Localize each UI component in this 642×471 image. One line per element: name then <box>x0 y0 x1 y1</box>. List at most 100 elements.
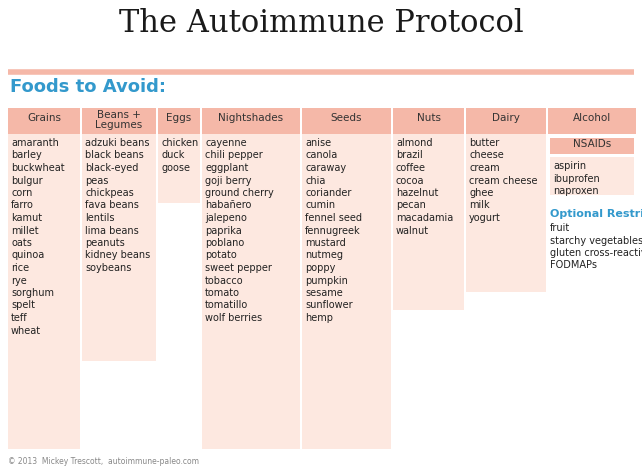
Bar <box>302 108 391 134</box>
Text: cream: cream <box>469 163 499 173</box>
Text: walnut: walnut <box>396 226 429 236</box>
Text: bulgur: bulgur <box>11 176 42 186</box>
Text: teff: teff <box>11 313 28 323</box>
Bar <box>158 108 200 134</box>
Text: nutmeg: nutmeg <box>305 251 343 260</box>
Text: tomatillo: tomatillo <box>205 300 248 310</box>
Text: tobacco: tobacco <box>205 276 243 285</box>
Text: © 2013  Mickey Trescott,  autoimmune-paleo.com: © 2013 Mickey Trescott, autoimmune-paleo… <box>8 457 199 466</box>
Text: peanuts: peanuts <box>85 238 125 248</box>
Bar <box>393 134 464 310</box>
Text: milk: milk <box>469 201 490 211</box>
Text: caraway: caraway <box>305 163 346 173</box>
Text: coriander: coriander <box>305 188 351 198</box>
Text: Seeds: Seeds <box>331 113 362 123</box>
Text: Optional Restrictions:: Optional Restrictions: <box>550 209 642 219</box>
Text: goji berry: goji berry <box>205 176 252 186</box>
Text: black-eyed: black-eyed <box>85 163 139 173</box>
Text: pecan: pecan <box>396 201 426 211</box>
Text: chickpeas: chickpeas <box>85 188 134 198</box>
Text: anise: anise <box>305 138 331 148</box>
Text: wheat: wheat <box>11 325 41 335</box>
Text: Grains: Grains <box>27 113 61 123</box>
Text: aspirin: aspirin <box>553 161 586 171</box>
Text: cumin: cumin <box>305 201 335 211</box>
Bar <box>158 134 200 203</box>
Text: paprika: paprika <box>205 226 242 236</box>
Text: cocoa: cocoa <box>396 176 424 186</box>
Text: sweet pepper: sweet pepper <box>205 263 272 273</box>
Text: millet: millet <box>11 226 39 236</box>
Text: hazelnut: hazelnut <box>396 188 438 198</box>
Text: fava beans: fava beans <box>85 201 139 211</box>
Bar <box>548 108 636 134</box>
Text: yogurt: yogurt <box>469 213 501 223</box>
Text: macadamia: macadamia <box>396 213 453 223</box>
Text: eggplant: eggplant <box>205 163 248 173</box>
Text: The Autoimmune Protocol: The Autoimmune Protocol <box>119 8 523 39</box>
Text: soybeans: soybeans <box>85 263 132 273</box>
Text: fennugreek: fennugreek <box>305 226 361 236</box>
Text: lentils: lentils <box>85 213 114 223</box>
Text: NSAIDs: NSAIDs <box>573 139 611 149</box>
Text: chili pepper: chili pepper <box>205 151 263 161</box>
Text: brazil: brazil <box>396 151 422 161</box>
Text: kidney beans: kidney beans <box>85 251 150 260</box>
Text: canola: canola <box>305 151 337 161</box>
Text: chia: chia <box>305 176 325 186</box>
Text: cream cheese: cream cheese <box>469 176 537 186</box>
Text: habañero: habañero <box>205 201 252 211</box>
Text: ground cherry: ground cherry <box>205 188 273 198</box>
Text: poppy: poppy <box>305 263 335 273</box>
Text: oats: oats <box>11 238 32 248</box>
Text: potato: potato <box>205 251 237 260</box>
Bar <box>8 134 80 449</box>
Text: butter: butter <box>469 138 499 148</box>
Text: jalepeno: jalepeno <box>205 213 247 223</box>
Text: hemp: hemp <box>305 313 333 323</box>
Text: adzuki beans: adzuki beans <box>85 138 150 148</box>
Bar <box>202 108 300 134</box>
Bar <box>393 108 464 134</box>
Text: amaranth: amaranth <box>11 138 59 148</box>
Bar <box>466 108 546 134</box>
Text: wolf berries: wolf berries <box>205 313 262 323</box>
Text: corn: corn <box>11 188 32 198</box>
Text: Nuts: Nuts <box>417 113 440 123</box>
Text: mustard: mustard <box>305 238 346 248</box>
Text: FODMAPs: FODMAPs <box>550 260 597 270</box>
Text: Nightshades: Nightshades <box>218 113 284 123</box>
Text: naproxen: naproxen <box>553 186 598 196</box>
Text: Dairy: Dairy <box>492 113 520 123</box>
Text: cheese: cheese <box>469 151 504 161</box>
Text: Beans +: Beans + <box>97 110 141 120</box>
Bar <box>302 134 391 449</box>
Text: tomato: tomato <box>205 288 240 298</box>
Text: barley: barley <box>11 151 42 161</box>
Text: Legumes: Legumes <box>96 120 143 130</box>
Text: rye: rye <box>11 276 27 285</box>
Bar <box>550 138 634 154</box>
Bar <box>82 134 156 361</box>
Text: farro: farro <box>11 201 34 211</box>
Text: fennel seed: fennel seed <box>305 213 362 223</box>
Text: starchy vegetables: starchy vegetables <box>550 236 642 245</box>
Bar <box>82 108 156 134</box>
Text: cayenne: cayenne <box>205 138 247 148</box>
Text: buckwheat: buckwheat <box>11 163 65 173</box>
Text: sunflower: sunflower <box>305 300 352 310</box>
Text: Eggs: Eggs <box>166 113 191 123</box>
Text: ghee: ghee <box>469 188 493 198</box>
Text: rice: rice <box>11 263 29 273</box>
Text: sesame: sesame <box>305 288 343 298</box>
Text: black beans: black beans <box>85 151 144 161</box>
Text: Alcohol: Alcohol <box>573 113 611 123</box>
Text: peas: peas <box>85 176 108 186</box>
Text: fruit: fruit <box>550 223 570 233</box>
Bar <box>202 134 300 449</box>
Text: spelt: spelt <box>11 300 35 310</box>
Text: Foods to Avoid:: Foods to Avoid: <box>10 78 166 96</box>
Text: kamut: kamut <box>11 213 42 223</box>
Text: coffee: coffee <box>396 163 426 173</box>
Text: ibuprofen: ibuprofen <box>553 173 600 184</box>
